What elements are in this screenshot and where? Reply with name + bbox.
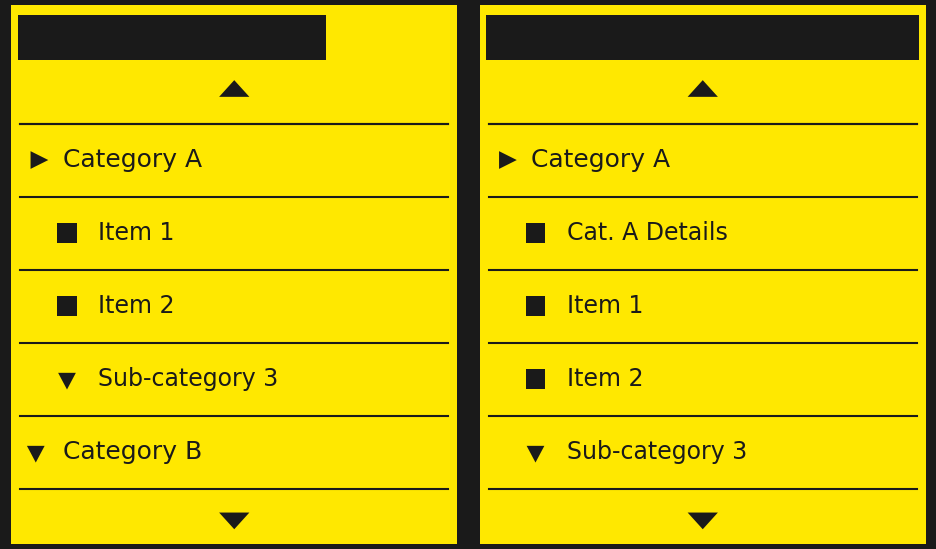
Text: Item 2: Item 2 xyxy=(98,294,174,318)
Polygon shape xyxy=(27,446,45,462)
Bar xyxy=(11,5,457,544)
Polygon shape xyxy=(687,513,717,529)
Text: Category A: Category A xyxy=(63,148,201,172)
Polygon shape xyxy=(219,513,249,529)
Polygon shape xyxy=(31,151,49,169)
Bar xyxy=(479,5,925,544)
Text: Sub-category 3: Sub-category 3 xyxy=(566,440,746,464)
Text: Category B: Category B xyxy=(63,440,201,464)
Bar xyxy=(18,15,326,60)
Bar xyxy=(525,296,545,316)
Bar xyxy=(525,369,545,389)
Bar xyxy=(486,15,918,60)
Text: Item 1: Item 1 xyxy=(566,294,642,318)
Polygon shape xyxy=(526,446,544,462)
Bar xyxy=(525,223,545,243)
Text: Sub-category 3: Sub-category 3 xyxy=(98,367,278,391)
Bar xyxy=(57,296,77,316)
Polygon shape xyxy=(499,151,517,169)
Bar xyxy=(457,0,479,549)
Polygon shape xyxy=(687,80,717,97)
Polygon shape xyxy=(219,80,249,97)
Text: Cat. A Details: Cat. A Details xyxy=(566,221,727,245)
Text: Item 1: Item 1 xyxy=(98,221,174,245)
Text: Item 2: Item 2 xyxy=(566,367,642,391)
Polygon shape xyxy=(58,373,76,390)
Text: Category A: Category A xyxy=(531,148,669,172)
Bar xyxy=(57,223,77,243)
